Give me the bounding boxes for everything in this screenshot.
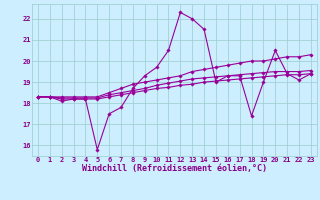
X-axis label: Windchill (Refroidissement éolien,°C): Windchill (Refroidissement éolien,°C) <box>82 164 267 173</box>
